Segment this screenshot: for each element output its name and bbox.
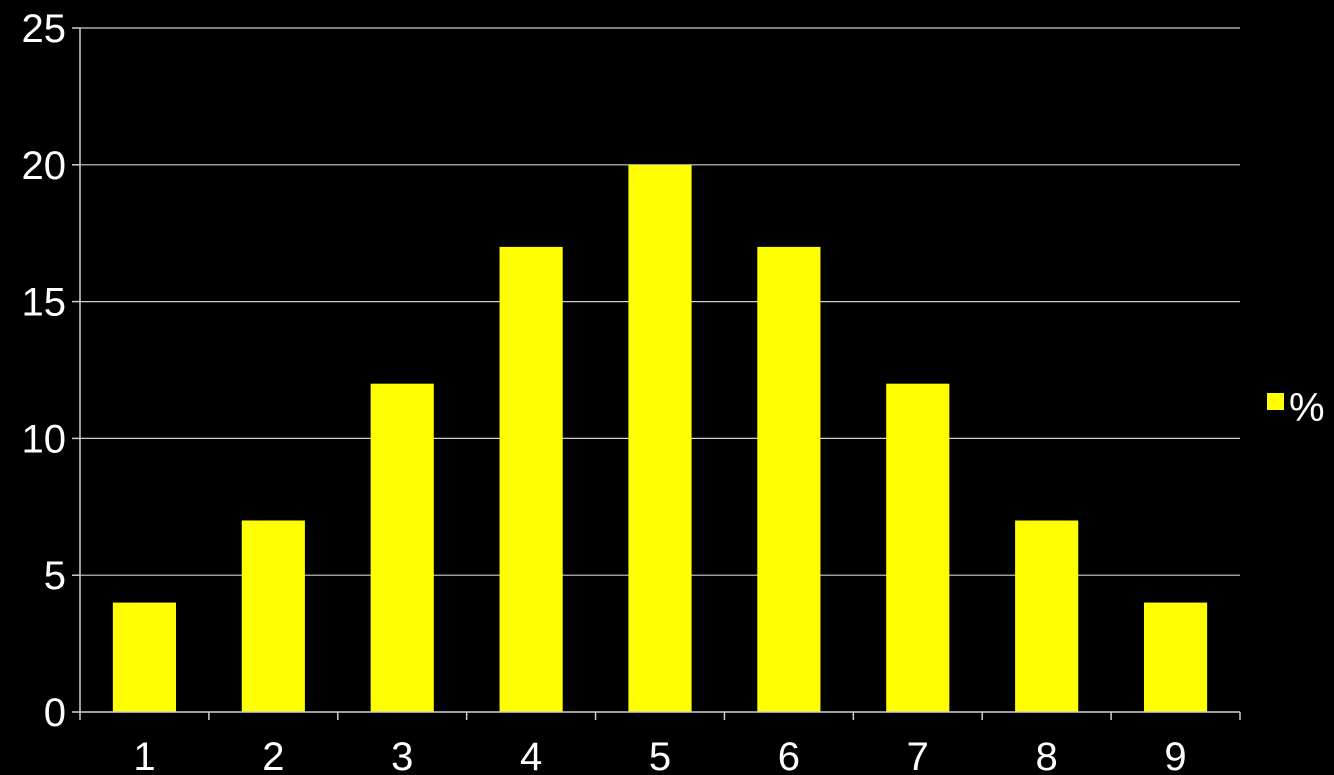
bar-2	[241, 520, 305, 712]
bar-1	[112, 602, 177, 712]
axes	[79, 28, 1240, 713]
bar-3	[370, 383, 434, 712]
x-tick-label: 4	[520, 735, 542, 775]
y-tick-label: 10	[22, 417, 67, 461]
bar-8	[1015, 520, 1079, 712]
x-tick-label: 7	[907, 735, 929, 775]
legend-label: %	[1289, 386, 1325, 430]
bar-9	[1143, 602, 1208, 712]
x-tick-label: 1	[133, 735, 155, 775]
y-tick-label: 20	[22, 144, 67, 188]
bar-7	[886, 383, 950, 712]
x-axis-ticks: 1 2 3 4 5 6 7 8 9	[79, 712, 1241, 775]
x-tick-label: 6	[778, 735, 800, 775]
y-axis-ticks: 0 5 10 15 20 25	[22, 7, 80, 735]
x-tick-label: 5	[649, 735, 671, 775]
y-tick-label: 0	[44, 691, 66, 735]
x-tick-label: 2	[262, 735, 284, 775]
legend: %	[1267, 386, 1325, 430]
y-tick-label: 15	[22, 281, 67, 325]
x-tick-label: 3	[391, 735, 413, 775]
bar-4	[499, 246, 563, 712]
y-tick-label: 5	[44, 554, 66, 598]
legend-swatch	[1267, 393, 1284, 410]
x-tick-label: 8	[1036, 735, 1058, 775]
y-tick-label: 25	[22, 7, 67, 51]
x-tick-label: 9	[1164, 735, 1186, 775]
bars	[112, 164, 1208, 713]
bar-5	[628, 164, 692, 713]
bar-6	[757, 246, 821, 712]
